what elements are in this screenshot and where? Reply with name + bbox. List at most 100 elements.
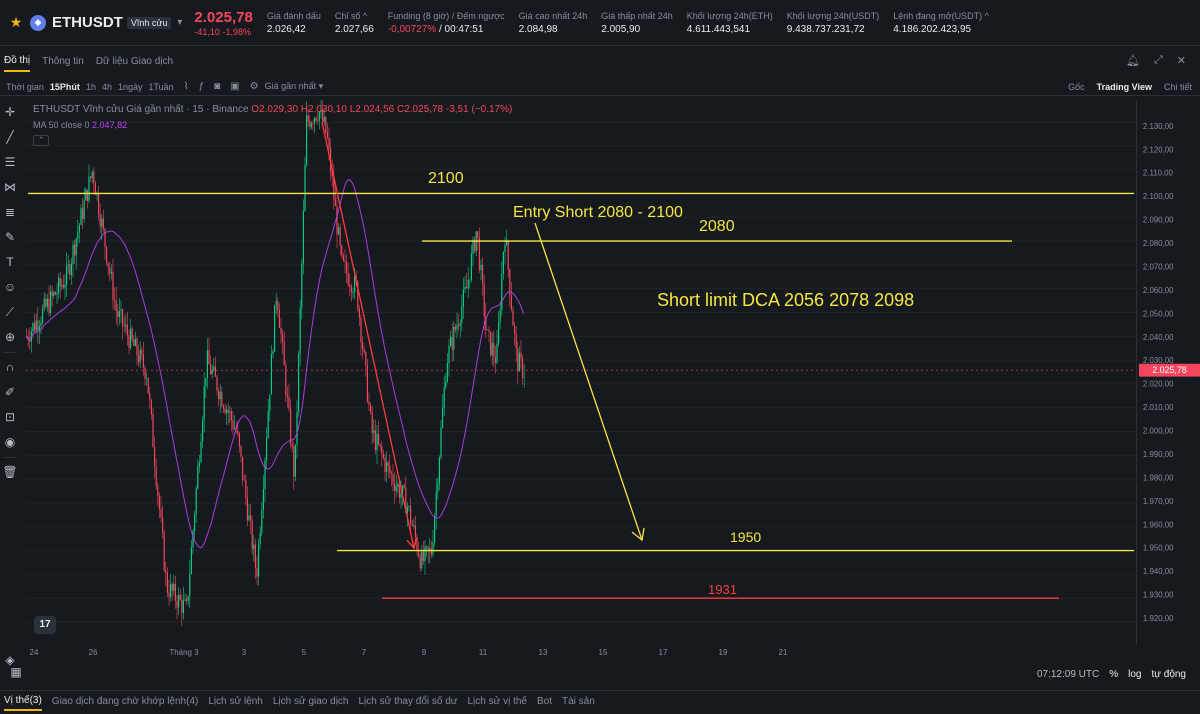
time-axis[interactable]: 24 26 Tháng 3 3 5 7 9 11 13 15 17 19 21 <box>26 645 1136 659</box>
symbol-dropdown-icon[interactable]: ▾ <box>177 17 183 28</box>
candle-body <box>243 479 245 481</box>
percent-toggle[interactable]: % <box>1109 668 1119 680</box>
indicators-icon[interactable]: ƒ <box>198 81 205 92</box>
candle-body <box>173 583 175 591</box>
perpetual-badge: Vĩnh cửu <box>126 16 172 29</box>
price-axis[interactable]: 2.130,00 2.120,00 2.110,00 2.100,00 2.090,00… <box>1136 100 1200 645</box>
utc-clock[interactable]: 07:12:09 UTC <box>1036 668 1100 680</box>
price-tick-label: 2.120,00 <box>1143 145 1174 154</box>
lock-icon[interactable]: ⊡ <box>4 410 16 424</box>
candle-body <box>130 328 132 348</box>
candle-body <box>416 536 418 551</box>
log-toggle[interactable]: log <box>1128 668 1142 680</box>
candle-body <box>106 246 108 263</box>
fib-retracement-icon[interactable]: ≣ <box>4 205 16 219</box>
interval-1h[interactable]: 1h <box>85 81 96 92</box>
candle-body <box>213 366 215 371</box>
tab-position-history[interactable]: Lịch sử vị thế <box>467 695 527 707</box>
layout-icon[interactable]: ▣ <box>230 81 240 92</box>
view-tradingview[interactable]: Trading View <box>1096 81 1152 92</box>
trend-arrow-red[interactable] <box>321 121 415 549</box>
candle-body <box>518 352 520 372</box>
camera-icon[interactable]: ◙ <box>214 81 221 92</box>
candle-body <box>427 546 429 551</box>
candle-body <box>102 218 104 229</box>
candle-body <box>323 117 325 122</box>
close-icon[interactable]: ✕ <box>1176 55 1186 67</box>
candle-body <box>298 353 300 413</box>
view-depth[interactable]: Chi tiết <box>1163 81 1192 92</box>
eye-icon[interactable]: ◉ <box>4 435 16 449</box>
target-arrow-yellow[interactable] <box>534 222 643 541</box>
tab-assets[interactable]: Tài sản <box>562 695 595 707</box>
candle-body <box>469 279 471 281</box>
view-original[interactable]: Gốc <box>1068 81 1085 92</box>
candle-body <box>301 263 303 308</box>
candle-body <box>419 556 421 569</box>
stat-label[interactable]: Chỉ số ^ <box>334 10 368 21</box>
candle-body <box>438 457 440 484</box>
stat-label[interactable]: Lệnh đang mở(USDT) ^ <box>893 10 989 21</box>
interval-1w[interactable]: 1Tuần <box>148 81 174 92</box>
ma-legend[interactable]: MA 50 close 0 2.047,82 <box>33 120 127 130</box>
tab-positions[interactable]: Vị thế(3) <box>4 695 42 711</box>
emoji-icon[interactable]: ☺ <box>3 280 17 294</box>
candlestick-chart[interactable] <box>26 100 1136 645</box>
brush-icon[interactable]: ✎ <box>4 230 16 244</box>
candle-body <box>299 307 301 354</box>
candle-body <box>370 404 372 412</box>
trash-icon[interactable]: 🗑︎ <box>2 465 18 479</box>
tab-transaction-history[interactable]: Lịch sử thay đổi số dư <box>358 695 458 707</box>
tab-info[interactable]: Thông tin <box>42 55 84 67</box>
candle-body <box>166 572 168 593</box>
tradingview-logo: 17 <box>34 616 56 634</box>
tab-chart[interactable]: Đồ thị <box>4 55 31 72</box>
calendar-icon[interactable]: ▦ <box>10 665 22 679</box>
candle-body <box>83 200 85 220</box>
candle-body <box>107 262 109 268</box>
tab-trade-history[interactable]: Lịch sử giao dịch <box>272 695 349 707</box>
layers-icon[interactable]: ◈ <box>5 653 15 667</box>
symbol-name[interactable]: ETHUSDT <box>52 14 123 31</box>
price-type-select[interactable]: Giá gần nhất ▾ <box>264 81 324 91</box>
legend-title: ETHUSDT Vĩnh cửu Giá gần nhất · 15 · Bin… <box>33 104 249 115</box>
candle-body <box>208 350 210 365</box>
interval-4h[interactable]: 4h <box>101 81 112 92</box>
bell-icon[interactable]: 🔔︎ <box>1126 55 1140 67</box>
candle-body <box>253 544 255 550</box>
candle-body <box>118 311 120 317</box>
tab-order-history[interactable]: Lịch sử lệnh <box>208 695 263 707</box>
candle-body <box>230 411 232 420</box>
magnet-icon[interactable]: ∩ <box>5 360 15 374</box>
expand-icon[interactable]: ⤢ <box>1153 54 1163 66</box>
favorite-star-icon[interactable]: ★ <box>9 14 23 30</box>
candle-body <box>142 354 144 368</box>
text-tool-icon[interactable]: T <box>6 255 14 269</box>
tab-trading-data[interactable]: Dữ liệu Giao dịch <box>95 55 174 67</box>
zoom-in-icon[interactable]: ⊕ <box>4 330 16 344</box>
tab-open-orders[interactable]: Giao dịch đang chờ khớp lệnh(4) <box>51 695 199 707</box>
crosshair-icon[interactable]: ✛ <box>4 105 16 119</box>
ruler-icon[interactable]: ⟋ <box>5 305 15 319</box>
price-tick-label: 2.050,00 <box>1143 309 1174 318</box>
candle-body <box>512 309 514 326</box>
auto-scale-toggle[interactable]: tự động <box>1151 668 1187 680</box>
candle-body <box>259 532 261 544</box>
candle-body <box>440 427 442 458</box>
candle-body <box>197 466 199 489</box>
candle-body <box>150 400 152 414</box>
candle-body <box>302 211 304 264</box>
trend-line-icon[interactable]: ╱ <box>6 130 14 144</box>
interval-1d[interactable]: 1ngày <box>117 81 143 92</box>
candle-body <box>349 284 351 287</box>
candle-body <box>90 176 92 179</box>
horizontal-lines-icon[interactable]: ☰ <box>4 155 16 169</box>
chart-type-icon[interactable]: ⌇ <box>183 81 189 92</box>
interval-15m[interactable]: 15Phút <box>49 81 80 92</box>
stay-drawing-icon[interactable]: ✐ <box>4 385 16 399</box>
price-tick-label: 1.930,00 <box>1143 591 1174 600</box>
collapse-legend-icon[interactable]: ⌃ <box>33 135 49 146</box>
settings-gear-icon[interactable]: ⚙ <box>249 81 259 92</box>
pitchfork-icon[interactable]: ⋈ <box>4 180 16 194</box>
tab-bot[interactable]: Bot <box>536 695 552 707</box>
